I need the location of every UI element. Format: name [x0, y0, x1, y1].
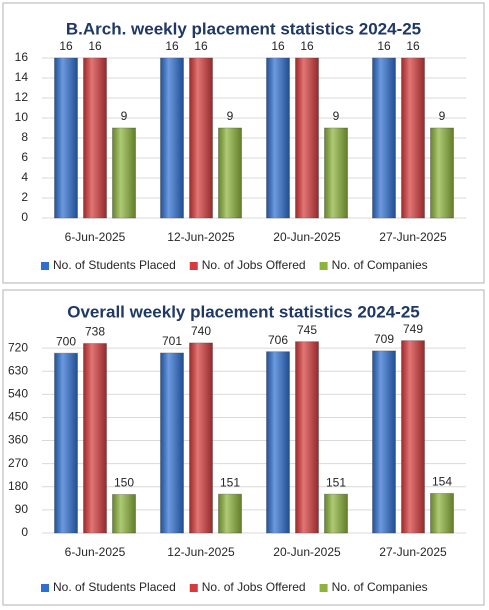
y-tick-label: 0	[21, 210, 28, 224]
value-label: 709	[374, 332, 394, 346]
value-label: 700	[56, 334, 76, 348]
y-tick-label: 630	[8, 363, 28, 377]
value-label: 16	[271, 39, 285, 53]
legend-label: No. of Students Placed	[53, 258, 176, 272]
bar	[189, 342, 213, 534]
y-tick-label: 2	[21, 190, 28, 204]
value-label: 9	[439, 109, 446, 123]
x-tick-label: 12-Jun-2025	[167, 545, 235, 559]
y-tick-label: 6	[21, 150, 28, 164]
bar	[112, 493, 136, 534]
x-tick-label: 6-Jun-2025	[65, 545, 126, 559]
value-label: 749	[403, 322, 423, 336]
bar	[372, 57, 396, 219]
value-label: 738	[85, 325, 105, 339]
value-label: 16	[88, 39, 102, 53]
value-label: 150	[114, 476, 134, 490]
value-label: 701	[162, 334, 182, 348]
x-tick-label: 12-Jun-2025	[167, 230, 235, 244]
bar	[266, 351, 290, 534]
y-tick-label: 180	[8, 479, 28, 493]
legend-label: No. of Jobs Offered	[202, 580, 306, 594]
legend-swatch	[319, 262, 328, 270]
value-label: 745	[297, 323, 317, 337]
value-label: 154	[432, 475, 452, 489]
value-label: 151	[326, 475, 346, 489]
x-tick-label: 27-Jun-2025	[379, 545, 447, 559]
value-label: 16	[165, 39, 179, 53]
x-tick-label: 6-Jun-2025	[65, 230, 126, 244]
y-tick-label: 90	[15, 502, 29, 516]
bar	[160, 352, 184, 534]
bar	[430, 492, 454, 534]
y-tick-label: 12	[15, 90, 29, 104]
legend-label: No. of Companies	[332, 258, 428, 272]
value-label: 16	[194, 39, 208, 53]
bar	[324, 493, 348, 534]
bar	[401, 57, 425, 219]
y-tick-label: 8	[21, 130, 28, 144]
value-label: 16	[59, 39, 73, 53]
y-tick-label: 360	[8, 433, 28, 447]
value-label: 151	[220, 475, 240, 489]
value-label: 9	[227, 109, 234, 123]
y-tick-label: 270	[8, 456, 28, 470]
legend-swatch	[41, 584, 49, 592]
y-tick-label: 16	[15, 50, 29, 64]
bar	[324, 127, 348, 219]
bar	[83, 57, 107, 219]
y-tick-label: 4	[21, 170, 28, 184]
bar	[372, 350, 396, 534]
y-tick-label: 720	[8, 340, 28, 354]
x-tick-label: 20-Jun-2025	[273, 545, 341, 559]
value-label: 16	[406, 39, 420, 53]
legend-label: No. of Companies	[332, 580, 428, 594]
value-label: 740	[191, 324, 211, 338]
bar	[218, 127, 242, 219]
legend-swatch	[189, 262, 198, 270]
value-label: 16	[300, 39, 314, 53]
value-label: 9	[121, 109, 128, 123]
bar	[54, 57, 78, 219]
legend-label: No. of Jobs Offered	[202, 258, 306, 272]
x-tick-label: 20-Jun-2025	[273, 230, 341, 244]
legend-label: No. of Students Placed	[53, 580, 176, 594]
y-tick-label: 14	[15, 70, 29, 84]
bar	[189, 57, 213, 219]
x-tick-label: 27-Jun-2025	[379, 230, 447, 244]
bar	[112, 127, 136, 219]
legend-swatch	[41, 262, 49, 270]
y-tick-label: 0	[21, 525, 28, 539]
legend-swatch	[319, 584, 328, 592]
bar	[83, 342, 107, 534]
value-label: 706	[268, 333, 288, 347]
bar	[430, 127, 454, 219]
chart-title: Overall weekly placement statistics 2024…	[67, 302, 419, 321]
y-tick-label: 10	[15, 110, 29, 124]
bar	[266, 57, 290, 219]
bar	[160, 57, 184, 219]
value-label: 16	[377, 39, 391, 53]
legend-swatch	[189, 584, 198, 592]
value-label: 9	[333, 109, 340, 123]
bar	[295, 341, 319, 534]
chart-title: B.Arch. weekly placement statistics 2024…	[66, 19, 421, 38]
bar	[401, 340, 425, 534]
bar	[295, 57, 319, 219]
y-tick-label: 540	[8, 387, 28, 401]
bar	[218, 493, 242, 534]
y-tick-label: 450	[8, 410, 28, 424]
bar	[54, 352, 78, 534]
